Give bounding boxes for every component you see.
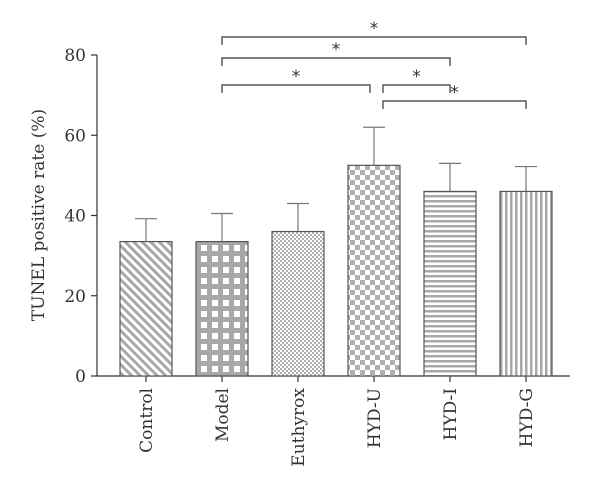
significance-bracket: * (221, 19, 527, 45)
bar-hyd-i (423, 190, 477, 377)
category-label: HYD-U (365, 388, 385, 448)
y-tick-label: 80 (64, 46, 86, 66)
significance-star: * (332, 40, 341, 60)
error-bar-control (135, 218, 157, 242)
y-tick-label: 40 (64, 207, 86, 227)
bar-euthyrox (271, 230, 325, 377)
significance-star: * (292, 67, 301, 87)
y-tick-label: 60 (64, 126, 86, 146)
error-bar-model (211, 212, 233, 242)
significance-bracket: * (382, 83, 527, 109)
significance-bracket: * (382, 67, 451, 93)
category-label: Euthyrox (289, 388, 309, 467)
significance-star: * (450, 83, 459, 103)
bars (119, 164, 553, 377)
bar-control (119, 240, 173, 377)
bar-model (195, 240, 249, 377)
category-label: HYD-I (441, 388, 461, 440)
significance-brackets: * * * * * (221, 19, 527, 109)
y-axis-label: TUNEL positive rate (%) (29, 109, 49, 321)
y-tick-label: 20 (64, 287, 86, 307)
significance-star: * (412, 67, 421, 87)
error-bar-hyd-g (515, 165, 537, 192)
significance-bracket: * (221, 67, 371, 93)
error-bar-euthyrox (287, 202, 309, 232)
category-label: HYD-G (517, 388, 537, 447)
error-bar-hyd-u (363, 126, 385, 166)
axes: 0 20 40 60 80 (64, 46, 570, 387)
category-label: Control (137, 388, 157, 453)
category-labels: Control Model Euthyrox HYD-U HYD-I HYD-G (137, 388, 537, 467)
error-bars (135, 126, 537, 242)
y-tick-label: 0 (75, 367, 86, 387)
bar-hyd-g (499, 190, 553, 377)
bar-hyd-u (347, 164, 401, 377)
error-bar-hyd-i (439, 162, 461, 192)
significance-bracket: * (221, 40, 451, 66)
category-label: Model (213, 388, 233, 442)
significance-star: * (370, 19, 379, 39)
